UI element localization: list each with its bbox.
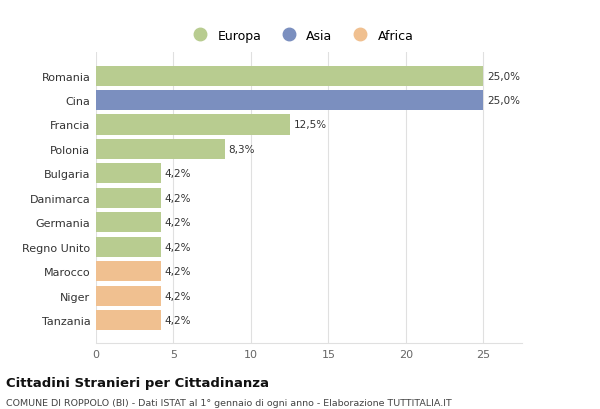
Bar bbox=[96, 115, 290, 135]
Legend: Europa, Asia, Africa: Europa, Asia, Africa bbox=[182, 25, 418, 47]
Text: Cittadini Stranieri per Cittadinanza: Cittadini Stranieri per Cittadinanza bbox=[6, 377, 269, 389]
Text: 4,2%: 4,2% bbox=[165, 267, 191, 276]
Bar bbox=[96, 66, 483, 86]
Bar bbox=[96, 91, 483, 111]
Bar bbox=[96, 213, 161, 233]
Text: 4,2%: 4,2% bbox=[165, 242, 191, 252]
Bar bbox=[96, 139, 224, 160]
Text: 25,0%: 25,0% bbox=[487, 96, 520, 106]
Text: 4,2%: 4,2% bbox=[165, 218, 191, 228]
Text: COMUNE DI ROPPOLO (BI) - Dati ISTAT al 1° gennaio di ogni anno - Elaborazione TU: COMUNE DI ROPPOLO (BI) - Dati ISTAT al 1… bbox=[6, 398, 452, 407]
Text: 25,0%: 25,0% bbox=[487, 72, 520, 81]
Text: 12,5%: 12,5% bbox=[293, 120, 326, 130]
Text: 4,2%: 4,2% bbox=[165, 193, 191, 203]
Bar bbox=[96, 237, 161, 257]
Bar bbox=[96, 286, 161, 306]
Bar bbox=[96, 310, 161, 330]
Bar bbox=[96, 164, 161, 184]
Text: 4,2%: 4,2% bbox=[165, 169, 191, 179]
Text: 8,3%: 8,3% bbox=[229, 144, 255, 155]
Text: 4,2%: 4,2% bbox=[165, 315, 191, 325]
Bar bbox=[96, 262, 161, 281]
Text: 4,2%: 4,2% bbox=[165, 291, 191, 301]
Bar bbox=[96, 189, 161, 208]
